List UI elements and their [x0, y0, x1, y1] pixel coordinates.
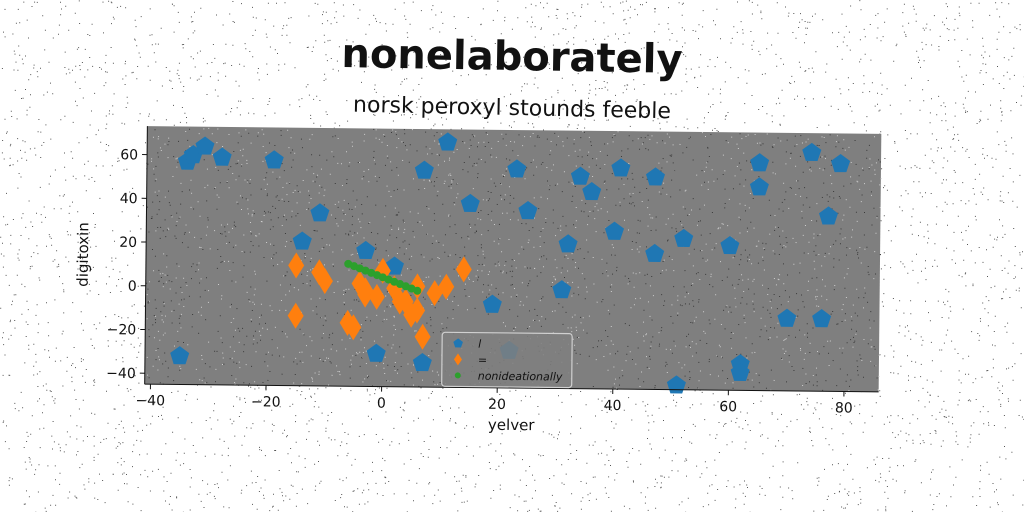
point-=-15	[414, 323, 431, 350]
x-tick-label-20: 20	[488, 397, 506, 413]
legend-marker-0	[453, 338, 463, 348]
point-l-19	[552, 280, 572, 299]
x-tick-label--40: −40	[135, 393, 165, 409]
legend-marker-2	[454, 372, 461, 379]
point-=-20	[345, 314, 362, 341]
point-l-4	[264, 150, 284, 169]
point-l-29	[720, 235, 740, 255]
point-=-1	[311, 259, 328, 286]
point-l-35	[777, 308, 797, 327]
point-l-31	[749, 177, 769, 196]
y-tick-label-0: 0	[128, 279, 137, 295]
point-l-5	[310, 203, 330, 222]
point-l-16	[518, 201, 538, 220]
point-l-34	[831, 154, 851, 173]
point-=-3	[287, 302, 304, 329]
point-l-30	[750, 153, 770, 172]
legend-box	[441, 331, 573, 389]
y-tick-label-40: 40	[120, 191, 138, 207]
point-l-25	[645, 167, 665, 186]
x-axis-line	[144, 383, 879, 393]
point-l-38	[730, 362, 750, 382]
point-l-13	[438, 132, 458, 151]
point-l-12	[414, 160, 434, 179]
point-l-28	[666, 375, 686, 394]
point-=-0	[288, 252, 305, 279]
point-l-6	[292, 231, 312, 250]
y-axis-label: digitoxin	[74, 222, 93, 287]
legend-label-0: l	[478, 338, 481, 351]
point-l-36	[812, 309, 832, 328]
plot-area	[144, 126, 882, 392]
point-l-22	[582, 182, 602, 201]
point-=-17	[438, 273, 455, 300]
plot-speckle-light	[146, 127, 882, 393]
y-tick-label-20: 20	[119, 235, 137, 251]
point-l-14	[460, 193, 480, 213]
point-=-14	[409, 273, 426, 300]
point-l-2	[195, 136, 215, 155]
x-tick-label-60: 60	[719, 399, 737, 415]
point-=-12	[397, 288, 414, 315]
axes: −40 −20 0 20 40 60 80 −40 −20 0 20 40 60 yelver digito…	[74, 126, 879, 434]
point-l-26	[645, 243, 665, 263]
point-=-7	[357, 281, 374, 308]
point-l-10	[366, 343, 386, 362]
point-=-4	[339, 309, 356, 336]
x-tick-label-40: 40	[604, 398, 622, 414]
point-l-7	[356, 240, 376, 260]
point-l-17	[482, 294, 502, 313]
y-axis-line	[144, 126, 148, 385]
point-l-27	[674, 228, 694, 248]
legend-label-2: nonideationally	[478, 370, 563, 384]
y-tick-label-60: 60	[120, 147, 138, 163]
point-l-32	[802, 142, 822, 161]
legend-marker-1	[453, 353, 462, 366]
point-l-33	[818, 206, 838, 225]
point-l-9	[170, 346, 190, 365]
x-tick-label-80: 80	[835, 400, 853, 416]
legend: l = nonideationally	[441, 331, 573, 389]
point-l-23	[611, 158, 631, 177]
point-=-18	[455, 256, 472, 283]
x-tick-label--20: −20	[251, 394, 281, 410]
x-axis-label: yelver	[488, 416, 536, 434]
point-l-20	[558, 234, 578, 253]
point-l-3	[212, 147, 232, 166]
point-l-21	[570, 166, 590, 185]
legend-label-1: =	[478, 354, 487, 367]
y-tick-label--20: −20	[107, 322, 137, 338]
point-=-8	[368, 283, 385, 310]
plot-noise	[146, 127, 882, 393]
point-=-19	[409, 297, 426, 324]
data-marks	[170, 132, 851, 394]
point-l-11	[412, 352, 432, 372]
point-=-5	[351, 270, 368, 297]
x-tick-label-0: 0	[377, 396, 386, 412]
plot-group: −40 −20 0 20 40 60 80 −40 −20 0 20 40 60 yelver digito…	[74, 126, 882, 434]
point-l-15	[507, 159, 527, 178]
point-l-24	[604, 221, 625, 240]
point-=-2	[316, 268, 333, 295]
y-tick-label--40: −40	[106, 366, 136, 382]
point-nonideationally-12	[413, 286, 422, 295]
